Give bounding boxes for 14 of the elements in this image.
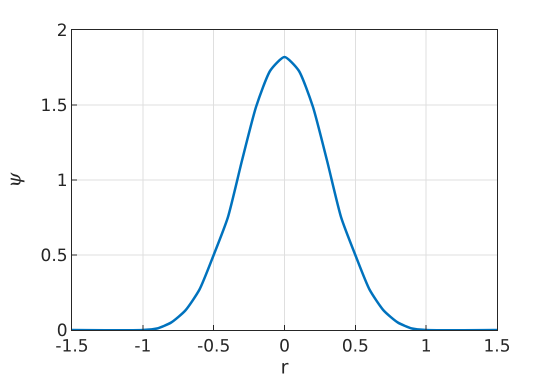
line-series	[72, 56, 497, 330]
x-tick-label: -1.5	[55, 336, 89, 356]
x-tick-label: 0	[279, 336, 290, 356]
x-tick-label: -0.5	[197, 336, 230, 356]
y-axis-title: ψ	[3, 171, 26, 188]
y-tick-label: 1	[56, 170, 68, 191]
x-tick-label: 0.5	[342, 336, 369, 356]
x-axis-title: r	[280, 356, 289, 378]
y-tick-label: 0.5	[40, 246, 68, 266]
y-tick-label: 1.5	[40, 96, 68, 116]
y-tick-label: 2	[56, 20, 68, 41]
x-tick-label: -1	[134, 336, 152, 356]
x-tick-label: 1	[420, 336, 432, 356]
x-tick-label: 1.5	[483, 336, 511, 356]
